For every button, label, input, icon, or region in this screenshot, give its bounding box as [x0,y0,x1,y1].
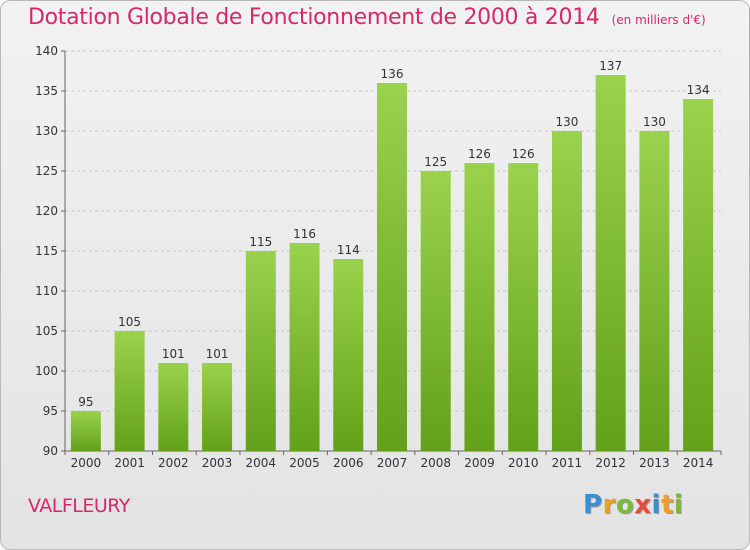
value-label-2011: 130 [555,115,578,129]
bars [70,75,714,451]
x-tick-label-2002: 2002 [158,456,189,470]
value-label-2003: 101 [206,347,229,361]
value-label-2014: 134 [687,83,710,97]
bar-2014 [683,99,714,451]
value-label-2013: 130 [643,115,666,129]
x-tick-label-2003: 2003 [202,456,233,470]
chart-subtitle: (en milliers d'€) [611,13,706,27]
x-tick-label-2010: 2010 [508,456,539,470]
y-tick-label: 95 [43,404,58,418]
value-label-2000: 95 [78,395,93,409]
bar-2011 [551,131,582,451]
y-tick-label: 120 [35,204,58,218]
value-label-2004: 115 [249,235,272,249]
x-tick-label-2009: 2009 [464,456,495,470]
x-tick-label-2014: 2014 [683,456,714,470]
x-tick-label-2013: 2013 [639,456,670,470]
logo-letter: t [660,490,674,520]
bar-2002 [158,363,189,451]
y-tick-label: 100 [35,364,58,378]
logo-letter: o [615,490,635,520]
bar-2006 [333,259,364,451]
logo-letter: x [634,490,652,520]
value-label-2001: 105 [118,315,141,329]
value-label-2012: 137 [599,59,622,73]
x-tick-label-2008: 2008 [420,456,451,470]
chart-title: Dotation Globale de Fonctionnement de 20… [28,5,706,30]
bar-2013 [639,131,670,451]
x-tick-label-2011: 2011 [552,456,583,470]
chart-title-text: Dotation Globale de Fonctionnement de 20… [28,5,600,30]
labels: 90 95 100 105 110 115 120 125 130 135 140 95 2000 105… [35,44,713,470]
logo-letter: i [673,490,684,520]
bar-2007 [377,83,407,451]
logo-letter: i [651,490,661,520]
bar-2008 [420,171,451,451]
y-tick-label: 105 [35,324,58,338]
bar-2000 [70,411,101,451]
x-tick-label-2004: 2004 [246,456,277,470]
y-tick-label: 110 [35,284,58,298]
y-tick-label: 115 [35,244,58,258]
x-tick-label-2007: 2007 [377,456,408,470]
y-tick-label: 135 [35,84,58,98]
x-tick-label-2006: 2006 [333,456,364,470]
x-tick-label-2005: 2005 [289,456,320,470]
x-tick-label-2012: 2012 [595,456,626,470]
value-label-2007: 136 [381,67,404,81]
logo-letter: r [602,490,616,520]
bar-2012 [595,75,626,451]
y-tick-label: 140 [35,44,58,58]
bar-2001 [114,331,145,451]
bar-2004 [245,251,276,451]
value-label-2008: 125 [424,155,447,169]
bar-2010 [508,163,539,451]
bar-2005 [289,243,320,451]
bar-2003 [202,363,233,451]
value-label-2006: 114 [337,243,360,257]
value-label-2005: 116 [293,227,316,241]
proxiti-logo: Proxiti [583,490,683,520]
y-tick-label: 130 [35,124,58,138]
commune-name: VALFLEURY [28,495,130,517]
y-tick-label: 90 [43,444,58,458]
x-tick-label-2001: 2001 [114,456,145,470]
x-tick-label-2000: 2000 [71,456,102,470]
value-label-2002: 101 [162,347,185,361]
bar-2009 [464,163,495,451]
logo-letter: P [583,490,603,520]
value-label-2010: 126 [512,147,535,161]
value-label-2009: 126 [468,147,491,161]
y-tick-label: 125 [35,164,58,178]
